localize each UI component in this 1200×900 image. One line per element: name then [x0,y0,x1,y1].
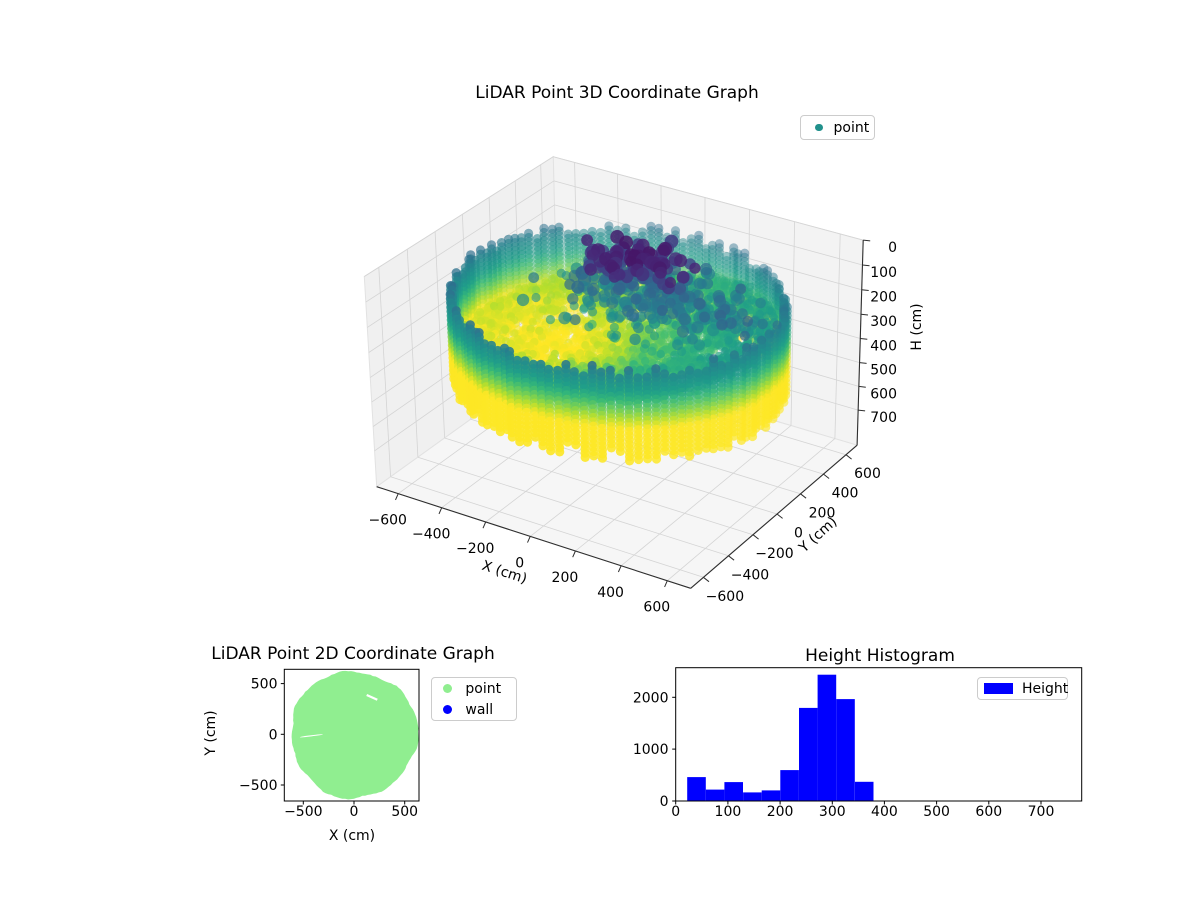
y-axis-line [690,444,858,589]
axis-lines [376,240,864,589]
histogram-bars [687,674,874,801]
histogram-frame [675,667,1083,802]
plot3d-legend: point [800,115,875,140]
histogram-bar [761,790,781,801]
point-cloud-3d [445,221,792,466]
tick-marks [395,239,871,588]
histogram-ticks [672,696,1042,805]
plot3d-legend-label-point: point [833,119,870,136]
plot2d-y-axis-label: Y (cm) [203,710,219,756]
plot2d-legend-label-wall: wall [465,701,494,718]
histogram-bar [817,674,837,801]
h-axis-line [856,240,864,446]
histogram-bar [724,782,743,801]
plot2d-legend-label-point: point [465,680,502,697]
h-axis-label: H (cm) [909,303,925,350]
blob-gap-sliver [299,734,324,738]
point-marker-icon [815,123,823,132]
x-axis-line [376,486,691,589]
plot2d-legend: point wall [431,677,517,721]
point-blob-group [291,670,419,800]
histogram-legend-label-height: Height [1022,680,1069,697]
histogram-bar [687,777,706,801]
histogram-bar [799,707,818,801]
plot2d-title: LiDAR Point 2D Coordinate Graph [211,644,495,664]
plot3d-title: LiDAR Point 3D Coordinate Graph [475,83,759,103]
point-blob [291,670,419,800]
plot2d-x-axis-label: X (cm) [329,828,375,844]
histogram-title: Height Histogram [805,646,955,666]
wall-marker-icon [443,704,453,715]
plot3d-axes: −600−400−2000200400600−600−400−200020040… [363,155,925,616]
histogram-legend: Height [977,677,1068,700]
histogram-bar [836,699,855,801]
point-marker-icon [443,683,453,694]
plot2d-frame [283,668,420,802]
histogram-bar [780,770,799,801]
histogram-bar [854,781,874,801]
blob-notch [366,693,378,701]
tick-labels: −600−400−2000200400600−600−400−200020040… [368,240,897,616]
histogram-bar [743,792,762,801]
histogram-bar [705,789,725,801]
plot2d-ticks [280,683,406,805]
height-swatch-icon [984,683,1013,694]
